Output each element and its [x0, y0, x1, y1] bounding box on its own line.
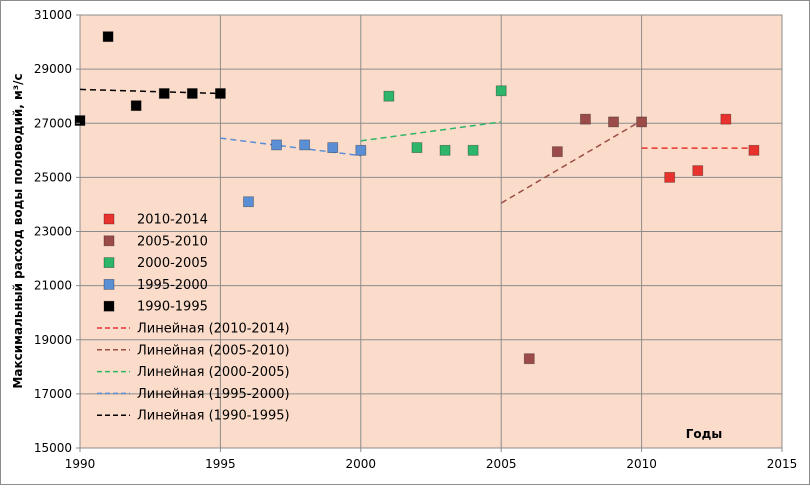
legend-marker	[103, 278, 115, 290]
point-2005-2010	[636, 116, 647, 128]
point-1995-2000	[299, 139, 311, 151]
point-1990-1995	[102, 31, 114, 43]
trendline-1995-2000	[220, 137, 361, 157]
y-axis-label: Максимальный расход воды половодий, м³/с	[11, 73, 25, 388]
trendlines	[79, 88, 754, 204]
x-tick-label: 2015	[767, 457, 798, 471]
x-tick-label: 2000	[346, 457, 377, 471]
trendline-1990-1995	[79, 88, 221, 95]
legend-marker	[103, 300, 115, 312]
legend-label: Линейная (2000-2005)	[137, 365, 290, 380]
y-tick-label: 21000	[34, 279, 72, 293]
point-2010-2014	[720, 113, 732, 125]
point-2010-2014	[664, 171, 676, 183]
point-2005-2010	[580, 113, 591, 125]
point-2010-2014	[748, 144, 760, 156]
point-1990-1995	[214, 88, 226, 99]
legend-label: 2010-2014	[137, 213, 208, 228]
legend-label: Линейная (1995-2000)	[137, 387, 290, 402]
point-2000-2005	[411, 142, 423, 154]
x-tick-label: 1995	[205, 457, 236, 471]
legend-marker	[103, 257, 115, 269]
point-1995-2000	[355, 144, 367, 156]
data-points	[74, 31, 760, 365]
point-1995-2000	[327, 142, 339, 154]
point-2005-2010	[551, 146, 563, 158]
legend-label: Линейная (1990-1995)	[137, 409, 290, 424]
point-2010-2014	[692, 165, 704, 177]
x-axis-label: Годы	[686, 427, 722, 441]
point-1990-1995	[130, 100, 142, 112]
point-2005-2010	[608, 116, 619, 128]
point-1990-1995	[158, 88, 170, 99]
legend: 2010-2014 2005-2010 2000-2005 1995-2000 1990…	[97, 213, 290, 424]
y-tick-label: 19000	[34, 333, 72, 347]
x-tick-label: 2010	[626, 457, 657, 471]
point-2000-2005	[439, 144, 451, 156]
legend-label: 1995-2000	[137, 278, 208, 293]
y-tick-label: 29000	[34, 62, 72, 76]
point-2005-2010	[523, 353, 535, 365]
y-tick-label: 15000	[34, 441, 72, 455]
legend-marker	[103, 213, 115, 225]
y-tick-label: 31000	[34, 8, 72, 22]
legend-label: Линейная (2005-2010)	[137, 343, 290, 358]
trendline-2005-2010	[500, 119, 642, 204]
point-1995-2000	[271, 139, 282, 151]
x-tick-label: 1990	[65, 457, 96, 471]
x-axis-ticks: 1990 1995 2000 2005 2010 2015	[65, 448, 798, 471]
point-2000-2005	[495, 85, 507, 97]
legend-label: 1990-1995	[137, 300, 208, 315]
x-tick-label: 2005	[486, 457, 517, 471]
y-tick-label: 23000	[34, 225, 72, 239]
legend-label: 2005-2010	[137, 234, 208, 249]
legend-marker	[103, 235, 115, 247]
y-axis-ticks: 15000 17000 19000 21000 23000 25000 27000 29000…	[34, 8, 80, 455]
point-2000-2005	[383, 90, 395, 102]
trendline-2000-2005	[360, 121, 502, 142]
point-1990-1995	[186, 88, 198, 99]
point-1995-2000	[243, 196, 254, 208]
y-tick-label: 25000	[34, 170, 72, 184]
legend-label: Линейная (2010-2014)	[137, 322, 290, 337]
y-tick-label: 27000	[34, 116, 72, 130]
legend-label: 2000-2005	[137, 256, 208, 271]
point-2000-2005	[467, 144, 479, 156]
y-tick-label: 17000	[34, 387, 72, 401]
point-1990-1995	[74, 115, 86, 126]
